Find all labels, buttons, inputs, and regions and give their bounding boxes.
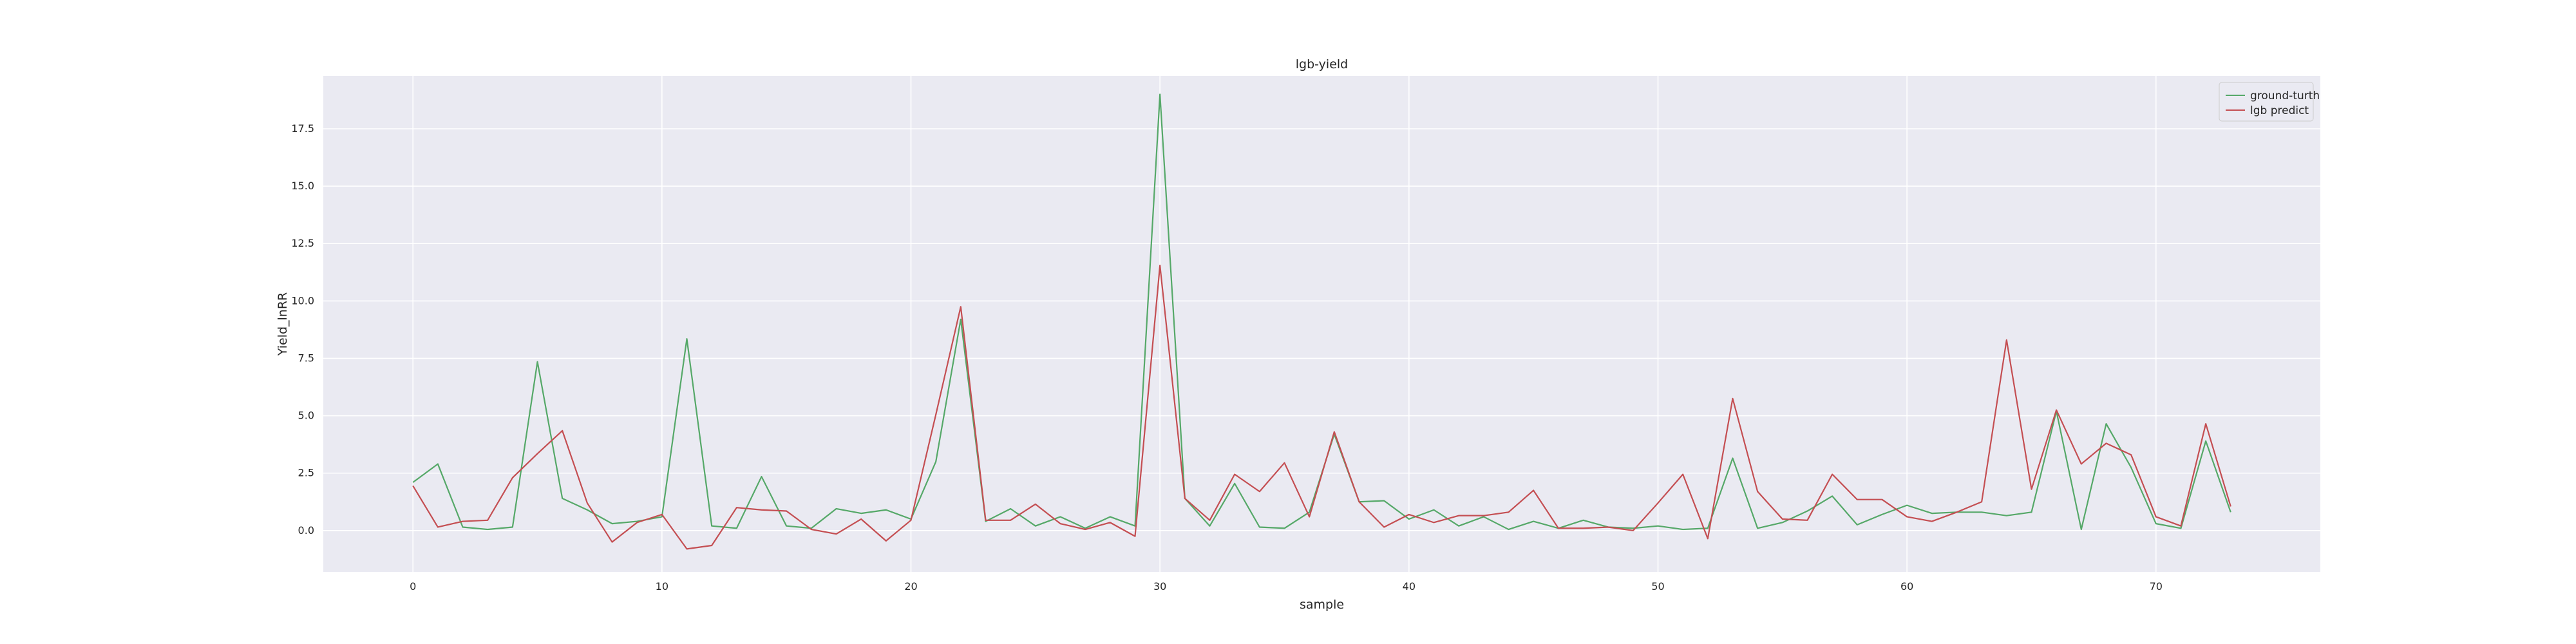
y-tick-label: 7.5 (298, 352, 314, 364)
legend: ground-turth lgb predict (2219, 82, 2320, 122)
series-layer (412, 93, 2231, 550)
x-axis-ticks: 0 10 20 30 40 50 60 70 (410, 580, 2163, 592)
x-tick-label: 40 (1403, 580, 1416, 592)
y-tick-label: 10.0 (291, 294, 314, 307)
y-tick-label: 0.0 (298, 524, 314, 536)
y-axis-label: Yield_lnRR (276, 292, 290, 356)
x-tick-label: 0 (410, 580, 416, 592)
series-line-lgb-predict (412, 265, 2231, 550)
y-tick-label: 2.5 (298, 467, 314, 479)
plot-area (323, 76, 2320, 572)
x-tick-label: 30 (1153, 580, 1166, 592)
y-tick-label: 5.0 (298, 410, 314, 422)
legend-label-ground-turth: ground-turth (2250, 90, 2320, 102)
y-tick-label: 17.5 (291, 122, 314, 135)
x-tick-label: 50 (1651, 580, 1664, 592)
x-tick-label: 60 (1900, 580, 1913, 592)
legend-box (2219, 82, 2314, 122)
x-tick-label: 10 (656, 580, 668, 592)
x-tick-label: 70 (2150, 580, 2163, 592)
x-axis-label: sample (1300, 598, 1344, 612)
y-axis-ticks: 0.0 2.5 5.0 7.5 10.0 12.5 15.0 17.5 (291, 122, 314, 536)
chart-title: lgb-yield (1296, 57, 1348, 71)
y-tick-label: 12.5 (291, 237, 314, 249)
y-tick-label: 15.0 (291, 180, 314, 192)
x-tick-label: 20 (904, 580, 917, 592)
legend-label-lgb-predict: lgb predict (2250, 104, 2309, 117)
